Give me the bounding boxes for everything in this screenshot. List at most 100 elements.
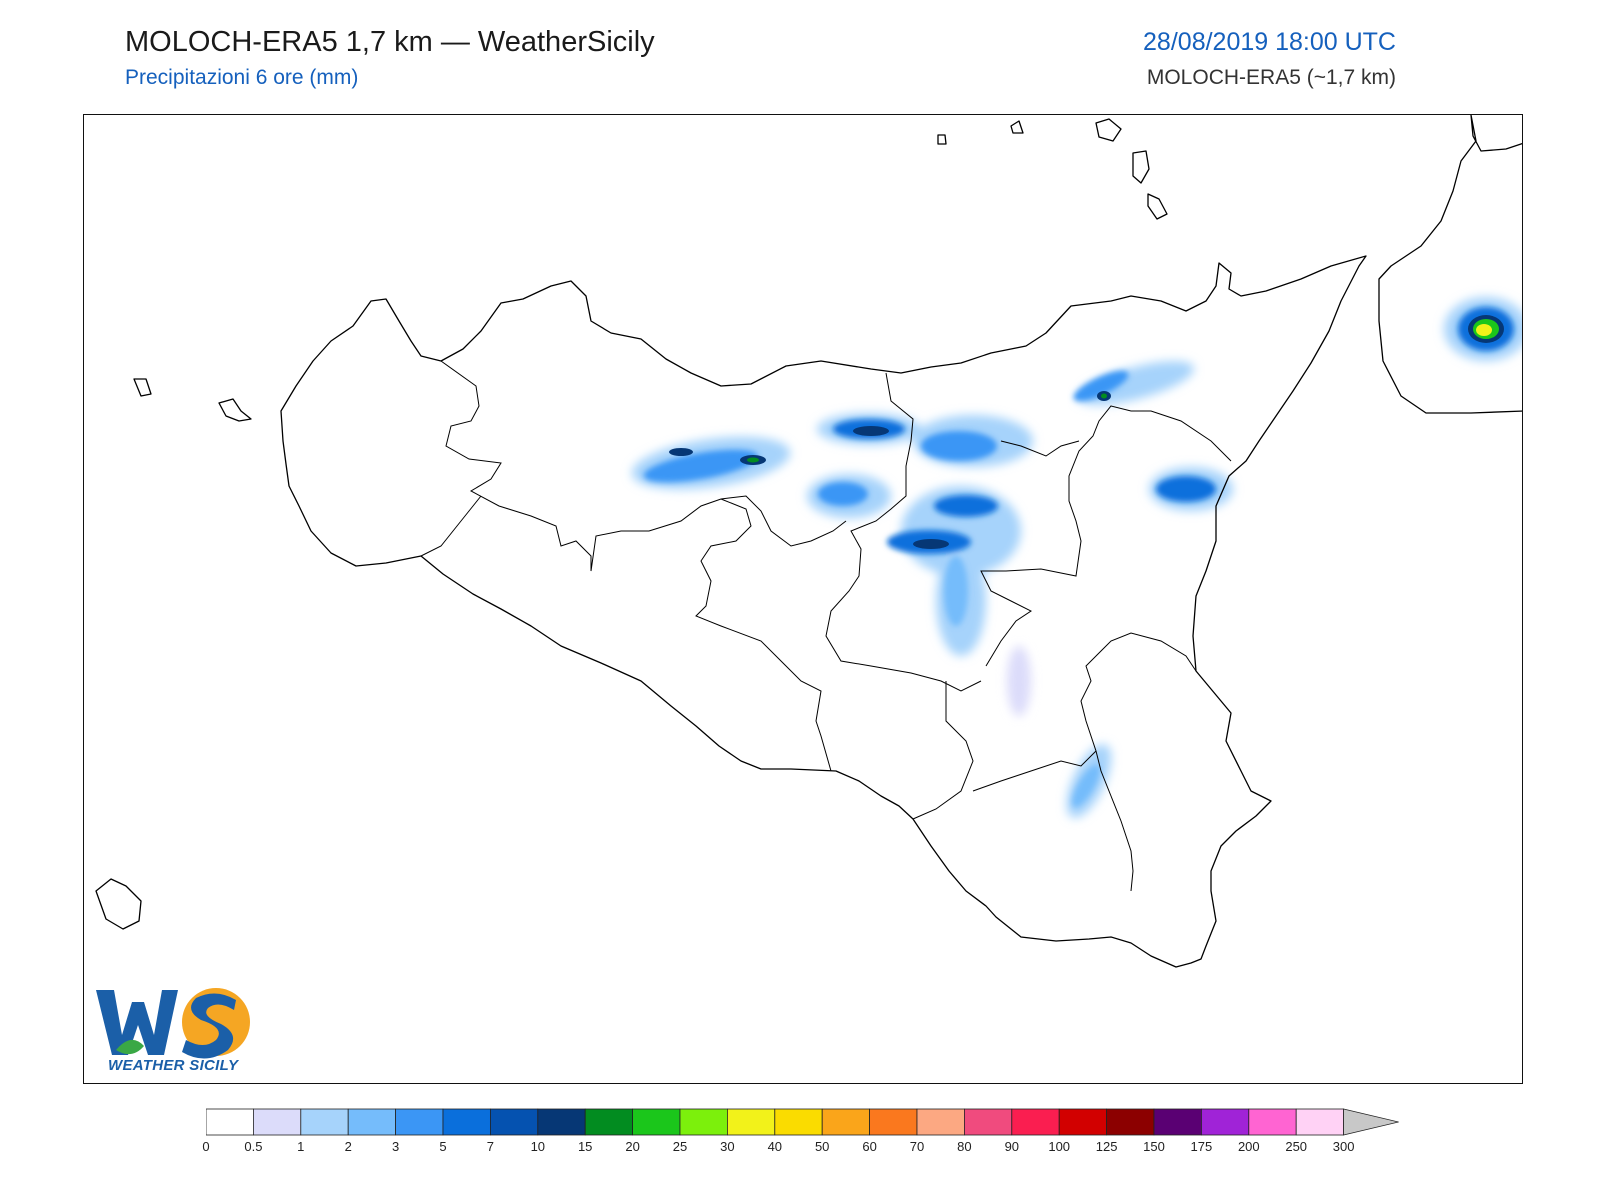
precip-area [934, 495, 998, 517]
colorbar-tick-label: 25 [672, 1139, 688, 1154]
colorbar-tick-label: 1 [297, 1139, 305, 1154]
colorbar-tick-label: 200 [1237, 1139, 1260, 1154]
logo-leaf [116, 1039, 144, 1055]
island-favignana [218, 398, 252, 422]
precip-area [1072, 764, 1100, 808]
colorbar-swatch [964, 1108, 1013, 1136]
colorbar-ticks: 0 0.5 1 2 3 5 7 10 15 20 25 30 40 50 60 70 80 90 100 125 150… [202, 1139, 1406, 1157]
province-border [695, 498, 832, 772]
model-label: MOLOCH-ERA5 (~1,7 km) [1146, 66, 1396, 89]
colorbar-swatch [679, 1108, 728, 1136]
coastline-layer [95, 115, 1522, 968]
colorbar-tick-label: 300 [1332, 1139, 1355, 1154]
colorbar-tick-label: 10 [530, 1139, 546, 1154]
colorbar-tick-label: 100 [1048, 1139, 1071, 1154]
province-border [420, 495, 482, 557]
sicily-coastline [280, 255, 1367, 968]
precip-area [643, 449, 759, 483]
colorbar-swatch [869, 1108, 918, 1136]
calabria-coastline [1378, 115, 1522, 414]
island-marettimo [133, 378, 152, 397]
colorbar-tick-label: 80 [957, 1139, 972, 1154]
colorbar-swatch [395, 1108, 444, 1136]
chart-subtitle: Precipitazioni 6 ore (mm) [125, 66, 359, 89]
precip-area [921, 431, 997, 461]
precip-area [944, 556, 968, 626]
colorbar-tick-label: 0 [202, 1139, 210, 1154]
colorbar-swatch [300, 1108, 349, 1136]
logo-w-glyph [96, 990, 178, 1055]
colorbar-tick-label: 150 [1143, 1139, 1165, 1154]
precip-area [1073, 370, 1129, 402]
precip-area [818, 482, 868, 506]
colorbar-swatch [1106, 1108, 1155, 1136]
colorbar-swatch [347, 1108, 396, 1136]
colorbar-tick-label: 5 [439, 1139, 447, 1154]
colorbar-tick-label: 125 [1095, 1139, 1118, 1154]
colorbar-tick-label: 40 [767, 1139, 783, 1154]
colorbar-tick-label: 15 [577, 1139, 593, 1154]
colorbar-swatch [253, 1108, 302, 1136]
colorbar-swatch [1201, 1108, 1250, 1136]
precipitation-layer [631, 297, 1522, 818]
province-border [825, 372, 982, 692]
colorbar-tick-label: 60 [862, 1139, 877, 1154]
colorbar-swatch [537, 1108, 586, 1136]
colorbar-tick-label: 2 [344, 1139, 352, 1154]
colorbar-swatch [821, 1108, 871, 1136]
province-borders [420, 360, 1232, 892]
colorbar-tick-label: 20 [625, 1139, 640, 1154]
colorbar-swatch [489, 1108, 539, 1136]
colorbar-tick-label: 7 [486, 1139, 495, 1154]
island-pantelleria [95, 878, 142, 930]
weathersicily-logo [96, 988, 250, 1059]
colorbar-extend-arrow [1343, 1108, 1399, 1136]
province-border [440, 360, 847, 572]
colorbar-tick-label: 90 [1004, 1139, 1020, 1154]
precip-area [853, 426, 889, 436]
precip-area [747, 457, 759, 463]
precip-area [669, 448, 693, 456]
colorbar-swatch [632, 1108, 681, 1136]
precip-area [1476, 324, 1492, 336]
precipitation-colorbar [206, 1108, 1399, 1136]
island-ustica [937, 134, 947, 145]
map-svg [95, 115, 1522, 968]
island-salina [1095, 118, 1122, 142]
colorbar-swatch [206, 1108, 254, 1136]
logo-text: WEATHER SICILY [108, 1057, 239, 1074]
colorbar-tick-label: 250 [1285, 1139, 1308, 1154]
province-border [1095, 750, 1134, 892]
colorbar-swatch [1248, 1108, 1297, 1136]
colorbar-swatch [1011, 1108, 1060, 1136]
island-vulcano [1147, 193, 1168, 220]
precip-area [1101, 393, 1107, 399]
colorbar-swatch [584, 1108, 634, 1136]
precip-area [1156, 476, 1216, 502]
chart-title: MOLOCH-ERA5 1,7 km — WeatherSicily [125, 26, 655, 58]
province-border [912, 681, 974, 820]
colorbar-tick-label: 50 [814, 1139, 830, 1154]
logo-s-glyph [182, 993, 236, 1059]
island-lipari [1132, 150, 1150, 184]
colorbar-swatch [1058, 1108, 1108, 1136]
colorbar-swatch [442, 1108, 491, 1136]
colorbar-swatch [1153, 1108, 1202, 1136]
map-panel [83, 114, 1523, 1084]
colorbar-swatch [916, 1108, 965, 1136]
forecast-datetime: 28/08/2019 18:00 UTC [1143, 28, 1396, 56]
colorbar-swatch [774, 1108, 823, 1136]
island-alicudi [1010, 120, 1024, 134]
province-border [972, 632, 1197, 792]
province-border [980, 405, 1232, 667]
colorbar-tick-label: 70 [909, 1139, 925, 1154]
colorbar-tick-label: 3 [391, 1139, 400, 1154]
precip-area [1007, 646, 1031, 716]
colorbar-swatch [727, 1108, 776, 1136]
colorbar-tick-label: 0.5 [244, 1139, 263, 1154]
colorbar-tick-label: 175 [1190, 1139, 1213, 1154]
colorbar-tick-label: 30 [720, 1139, 735, 1154]
precip-area [913, 539, 949, 549]
colorbar-swatch [1295, 1108, 1344, 1136]
province-border [1000, 440, 1080, 457]
